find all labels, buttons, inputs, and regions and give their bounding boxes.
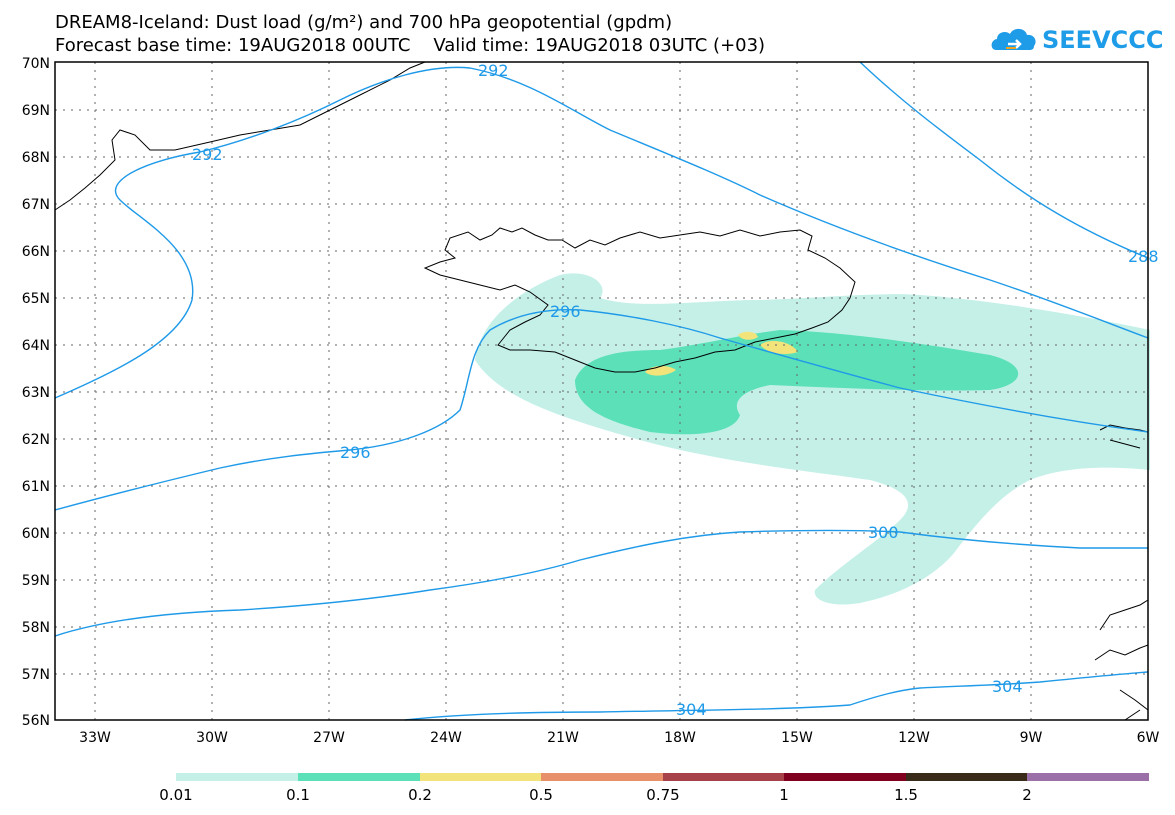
legend-label: 1 [779,786,789,804]
lat-label: 65N [22,291,50,307]
dust-area-level3b [738,331,758,340]
lat-label: 56N [22,713,50,729]
contour-label: 292 [192,145,223,164]
lat-label: 67N [22,197,50,213]
contour-label: 292 [478,61,509,80]
lon-label: 6W [1137,730,1160,746]
lat-label: 62N [22,432,50,448]
legend-label: 0.2 [408,786,432,804]
legend-swatch [420,773,541,781]
lon-label: 30W [196,730,228,746]
lat-label: 63N [22,385,50,401]
contour-label: 304 [992,677,1023,696]
contour-label: 296 [550,302,581,321]
latitude-labels: 70N 69N 68N 67N 66N 65N 64N 63N 62N 61N … [22,56,50,729]
lat-label: 64N [22,338,50,354]
contour-304 [404,671,1149,721]
legend-swatch [176,773,298,781]
legend-swatch [1027,773,1149,781]
map-frame [54,61,1149,721]
coast-greenland [54,61,426,211]
legend-swatch [298,773,420,781]
geopotential-contours [54,61,1149,721]
legend-swatch [784,773,906,781]
dust-area-level3c [760,340,798,354]
lat-label: 57N [22,667,50,683]
lat-label: 59N [22,573,50,589]
contour-label: 296 [340,443,371,462]
lat-label: 70N [22,56,50,72]
contour-292 [54,66,1149,399]
lat-label: 69N [22,103,50,119]
longitude-labels: 33W 30W 27W 24W 21W 18W 15W 12W 9W 6W [79,730,1159,746]
lat-label: 61N [22,479,50,495]
legend-label: 0.1 [286,786,310,804]
lon-label: 21W [547,730,579,746]
lon-label: 27W [313,730,345,746]
lon-label: 33W [79,730,111,746]
contour-296 [54,308,1149,511]
contour-label: 304 [676,700,707,719]
lat-label: 68N [22,150,50,166]
logo-text: SEEVCCC [1042,26,1164,54]
legend-label: 1.5 [894,786,918,804]
contour-300 [54,529,1148,637]
contour-label: 288 [1128,247,1159,266]
legend-swatch [906,773,1027,781]
contour-label: 300 [868,523,899,542]
lon-label: 12W [898,730,930,746]
chart-subtitle: Forecast base time: 19AUG2018 00UTC Vali… [55,35,766,56]
legend-swatch [663,773,784,781]
contour-288 [859,61,1149,259]
coast-iceland [423,227,856,373]
legend-label: 0.01 [159,786,192,804]
contour-labels: 292 292 288 296 296 300 304 304 [192,61,1159,719]
legend-label: 0.75 [646,786,679,804]
legend-label: 0.5 [529,786,553,804]
lat-label: 58N [22,620,50,636]
legend-label: 2 [1022,786,1032,804]
color-legend: 0.01 0.1 0.2 0.5 0.75 1 1.5 2 [159,773,1149,804]
lon-label: 24W [430,730,462,746]
cloud-logo-icon [991,28,1036,50]
chart-title: DREAM8-Iceland: Dust load (g/m²) and 700… [55,12,673,33]
lon-label: 9W [1020,730,1043,746]
lat-label: 60N [22,526,50,542]
lon-label: 18W [664,730,696,746]
coast-scotland [1094,599,1149,721]
legend-swatch [541,773,663,781]
lat-label: 66N [22,244,50,260]
lon-label: 15W [781,730,813,746]
